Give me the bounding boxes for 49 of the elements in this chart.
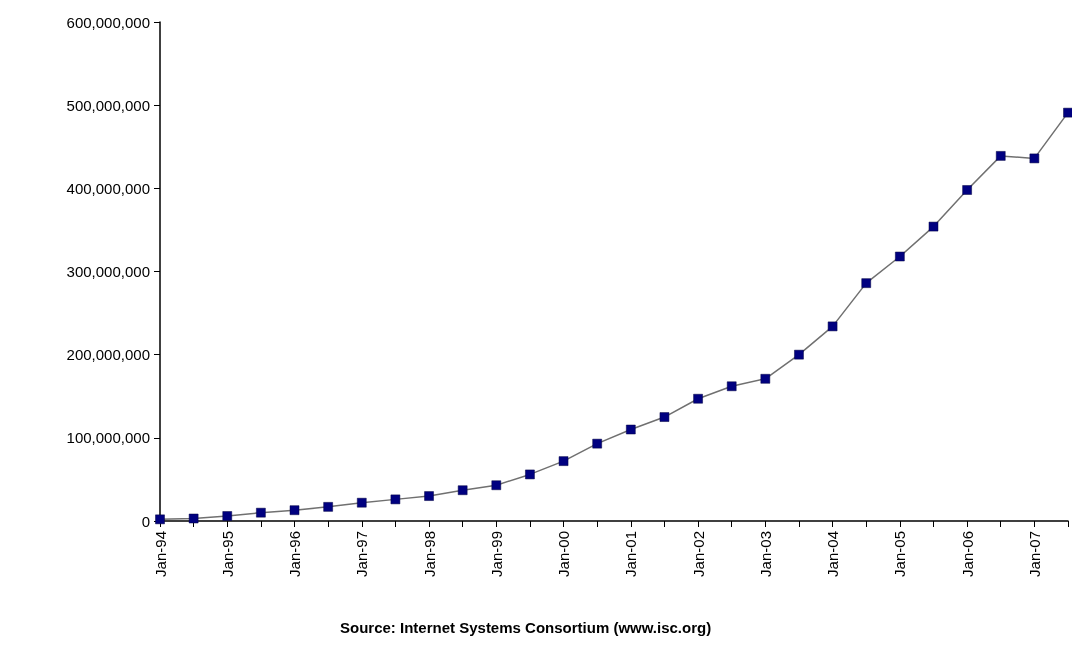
- x-tick-label: Jan-94: [151, 531, 169, 577]
- point: [592, 438, 602, 449]
- y-tick-label: 100,000,000: [66, 429, 150, 447]
- y-tick-label: 400,000,000: [66, 179, 150, 197]
- y-tick-label: 600,000,000: [66, 13, 150, 31]
- point: [726, 381, 737, 392]
- point: [491, 480, 502, 490]
- y-tick-label: 300,000,000: [66, 263, 150, 280]
- point: [390, 494, 401, 505]
- point: [558, 456, 569, 466]
- x-tick-label: Jan-06: [958, 531, 976, 577]
- point: [995, 151, 1006, 161]
- y-tick-label: 500,000,000: [66, 96, 150, 114]
- point: [1063, 107, 1072, 118]
- point: [861, 278, 871, 288]
- point: [457, 485, 468, 495]
- point: [659, 412, 670, 422]
- x-tick-label: Jan-99: [487, 531, 505, 577]
- x-tick-label: Jan-95: [218, 531, 236, 577]
- point: [928, 221, 939, 232]
- point: [289, 505, 300, 515]
- x-tick-label: Jan-07: [1025, 531, 1043, 577]
- point: [794, 349, 804, 360]
- point: [827, 321, 838, 332]
- point: [895, 251, 905, 262]
- x-tick-label: Jan-03: [756, 531, 774, 577]
- x-tick-label: Jan-96: [286, 531, 304, 577]
- x-tick-label: Jan-02: [689, 531, 707, 577]
- x-tick-label: Jan-05: [891, 531, 909, 577]
- point: [626, 424, 636, 435]
- point: [357, 497, 367, 508]
- source-note: Source: Internet Systems Consortium (www.isc.org): [340, 619, 712, 636]
- point: [222, 511, 233, 521]
- point: [693, 393, 703, 404]
- x-tick-label: Jan-01: [622, 531, 640, 577]
- point: [188, 513, 199, 524]
- point: [525, 469, 535, 480]
- x-tick-label: Jan-04: [824, 531, 842, 577]
- point: [424, 491, 434, 501]
- x-tick-label: Jan-97: [353, 531, 371, 577]
- point: [1029, 153, 1040, 164]
- point: [256, 507, 266, 518]
- y-tick-label: 0: [141, 512, 150, 530]
- point: [962, 185, 972, 195]
- x-tick-label: Jan-00: [555, 531, 573, 577]
- y-tick-label: 200,000,000: [66, 346, 150, 364]
- point: [323, 502, 333, 512]
- x-tick-label: Jan-98: [420, 531, 438, 577]
- point: [760, 374, 771, 384]
